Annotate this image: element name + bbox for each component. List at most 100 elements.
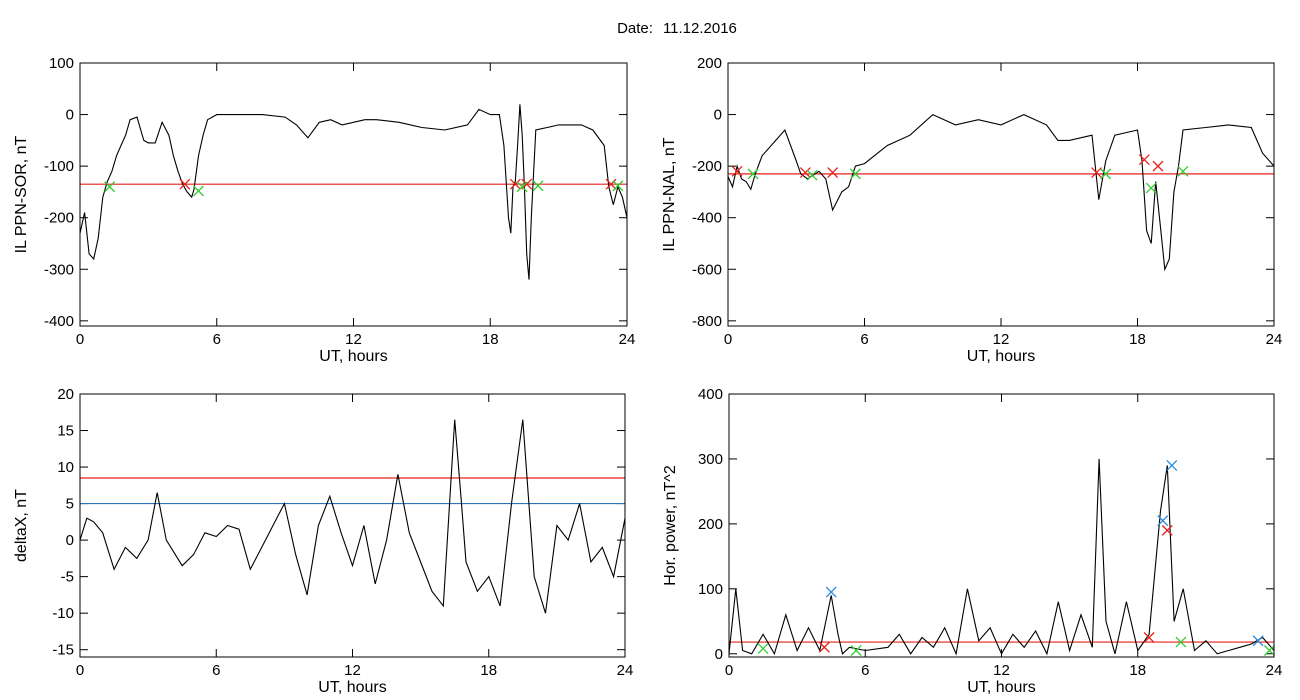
y-tick-label: 100 [49, 55, 74, 72]
series-line [80, 419, 625, 614]
x-tick-label: 6 [861, 662, 869, 679]
marker-red [1161, 524, 1173, 536]
marker-red [179, 178, 191, 190]
marker-red [818, 641, 830, 653]
marker-red [1138, 154, 1150, 166]
marker-stroke [1145, 182, 1157, 194]
marker-red [1152, 160, 1164, 172]
marker-green [806, 169, 818, 181]
y-tick-label: 0 [66, 532, 74, 549]
marker-stroke [1252, 635, 1264, 647]
plot-frame [727, 62, 1275, 327]
y-axis-label: IL PPN-NAL, nT [661, 137, 678, 251]
plot-frame [728, 393, 1275, 658]
y-tick-label: 200 [697, 55, 722, 72]
y-tick-label: -200 [44, 210, 74, 227]
marker-green [1145, 182, 1157, 194]
marker-stroke [104, 181, 116, 193]
plot-frame [79, 62, 628, 327]
x-tick-label: 6 [212, 662, 220, 679]
marker-stroke [1175, 636, 1187, 648]
marker-green [1100, 168, 1112, 180]
y-tick-label: 200 [698, 516, 723, 533]
marker-green [757, 643, 769, 655]
marker-green [193, 185, 204, 197]
x-tick-label: 6 [213, 331, 221, 348]
y-tick-label: -600 [692, 261, 722, 278]
marker-stroke [1263, 645, 1275, 656]
y-tick-label: -400 [692, 210, 722, 227]
x-tick-label: 18 [1129, 662, 1146, 679]
marker-stroke [849, 168, 861, 180]
y-tick-label: 5 [66, 496, 74, 513]
y-axis-label: deltaX, nT [13, 489, 30, 562]
chart-panel-deltax: 0 6 12 18 24 -15 -10 -5 0 5 10 15 20 UT, hours deltaX,… [13, 386, 633, 696]
marker-red [799, 167, 811, 179]
marker-stroke [747, 168, 759, 180]
y-tick-label: 400 [698, 386, 723, 403]
x-tick-label: 0 [725, 662, 733, 679]
x-tick-label: 18 [480, 662, 497, 679]
marker-stroke [532, 180, 544, 192]
marker-green [1177, 165, 1189, 177]
marker-blue [1166, 459, 1178, 471]
y-tick-label: 20 [57, 386, 74, 403]
marker-stroke [1138, 154, 1150, 166]
marker-red [605, 178, 617, 190]
plot-frame [79, 393, 626, 658]
y-tick-label: 300 [698, 451, 723, 468]
x-tick-label: 24 [1266, 662, 1283, 679]
y-tick-label: 0 [715, 646, 723, 663]
marker-stroke [1157, 515, 1169, 527]
x-axis-label: UT, hours [319, 348, 387, 365]
y-tick-label: -10 [52, 605, 74, 622]
marker-stroke [799, 167, 811, 179]
x-tick-label: 6 [860, 331, 868, 348]
marker-green [532, 180, 544, 192]
series-line [728, 113, 1274, 272]
marker-green [516, 181, 528, 193]
marker-stroke [1091, 167, 1103, 179]
marker-stroke [818, 641, 830, 653]
marker-stroke [806, 169, 818, 181]
marker-blue [1157, 515, 1169, 527]
x-axis-label: UT, hours [967, 679, 1035, 696]
date-value: 11.12.2016 [663, 20, 737, 37]
marker-stroke [1161, 524, 1173, 536]
marker-stroke [193, 185, 204, 197]
marker-green [850, 645, 862, 656]
marker-stroke [509, 178, 521, 190]
x-tick-label: 12 [344, 662, 361, 679]
marker-green [1175, 636, 1187, 648]
y-tick-label: -5 [61, 569, 74, 586]
x-tick-label: 24 [617, 662, 634, 679]
marker-stroke [1152, 160, 1164, 172]
marker-stroke [1143, 632, 1155, 643]
y-tick-label: -15 [52, 642, 74, 659]
y-tick-label: 0 [66, 107, 74, 124]
marker-stroke [825, 586, 837, 598]
marker-stroke [1100, 168, 1112, 180]
marker-red [1091, 167, 1103, 179]
x-tick-label: 0 [724, 331, 732, 348]
y-tick-label: 100 [698, 581, 723, 598]
marker-stroke [827, 167, 839, 179]
date-label: Date: [617, 20, 653, 37]
x-tick-label: 12 [345, 331, 362, 348]
chart-panel-ppn-sor: 0 6 12 18 24 -400 -300 -200 -100 0 100 UT, hours IL … [13, 55, 635, 365]
marker-red [827, 167, 839, 179]
x-tick-label: 12 [993, 662, 1010, 679]
marker-green [1263, 645, 1275, 656]
y-tick-label: 0 [714, 107, 722, 124]
marker-red [509, 178, 521, 190]
y-tick-label: -200 [692, 158, 722, 175]
marker-green [612, 180, 624, 192]
chart-panel-hor-power: 0 6 12 18 24 0 100 200 300 400 UT, hours Hor. power… [662, 386, 1282, 696]
marker-stroke [1166, 459, 1178, 471]
marker-green [747, 168, 759, 180]
marker-green [104, 181, 116, 193]
marker-red [731, 165, 743, 177]
x-tick-label: 18 [1129, 331, 1146, 348]
